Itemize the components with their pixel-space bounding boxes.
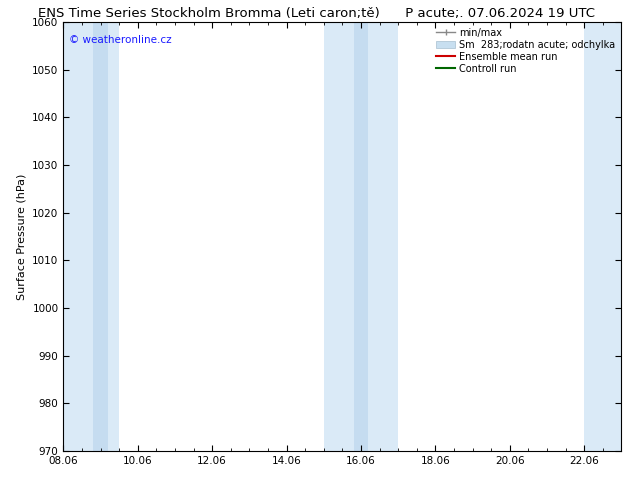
Text: ENS Time Series Stockholm Bromma (Leti caron;tě)      P acute;. 07.06.2024 19 UT: ENS Time Series Stockholm Bromma (Leti c… xyxy=(39,7,595,21)
Bar xyxy=(93,22,108,451)
Bar xyxy=(324,22,398,451)
Y-axis label: Surface Pressure (hPa): Surface Pressure (hPa) xyxy=(16,173,27,299)
Bar xyxy=(354,22,368,451)
Text: © weatheronline.cz: © weatheronline.cz xyxy=(69,35,172,45)
Bar xyxy=(584,22,621,451)
Bar xyxy=(63,22,119,451)
Legend: min/max, Sm  283;rodatn acute; odchylka, Ensemble mean run, Controll run: min/max, Sm 283;rodatn acute; odchylka, … xyxy=(432,24,619,77)
